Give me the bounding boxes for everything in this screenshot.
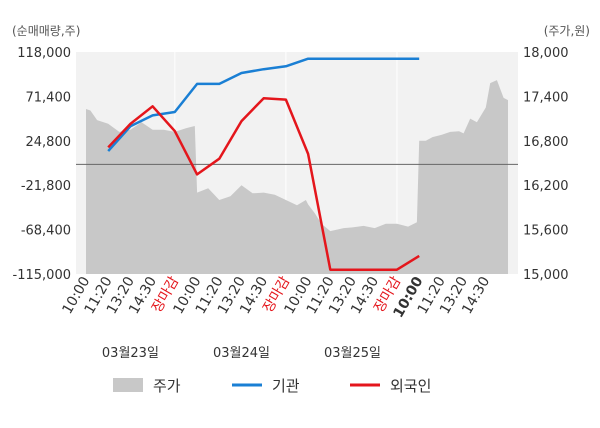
line-series-group [107,57,420,271]
left-tick-label: 71,400 [26,90,72,105]
legend: 주가 기관 외국인 [113,377,431,395]
price-area [86,80,508,274]
right-axis-ticks: 18,000 17,400 16,800 16,200 15,600 15,000 [523,46,569,283]
right-tick-label: 16,800 [523,135,569,150]
right-axis-unit: (주가,원) [544,24,590,38]
date-label: 03월25일 [324,346,381,361]
left-axis-ticks: 118,000 71,400 24,800 -21,800 -68,400 -115,00… [13,46,71,283]
date-label: 03월23일 [102,346,159,361]
legend-label: 기관 [272,377,300,395]
right-tick-label: 18,000 [523,46,569,61]
left-tick-label: 118,000 [17,46,71,61]
left-tick-label: -21,800 [21,179,71,194]
price-area-group [86,80,508,274]
legend-item: 주가 [113,377,181,395]
series-line-foreigner [107,96,420,271]
right-tick-label: 15,000 [523,268,569,283]
left-tick-label: 24,800 [26,135,72,150]
right-tick-label: 15,600 [523,224,569,239]
legend-label: 외국인 [390,377,431,395]
right-tick-label: 17,400 [523,90,569,105]
right-tick-label: 16,200 [523,179,569,194]
x-axis-ticks: 10:0011:2013:2014:30장마감10:0011:2013:2014… [59,274,493,321]
legend-item: 기관 [232,377,300,395]
left-axis-unit: (순매매량,주) [12,24,80,38]
legend-swatch [113,378,143,392]
date-labels: 03월23일 03월24일 03월25일 [102,346,381,361]
legend-item: 외국인 [350,377,431,395]
date-label: 03월24일 [213,346,270,361]
left-tick-label: -68,400 [21,224,71,239]
left-tick-label: -115,000 [13,268,71,283]
legend-label: 주가 [153,377,181,395]
